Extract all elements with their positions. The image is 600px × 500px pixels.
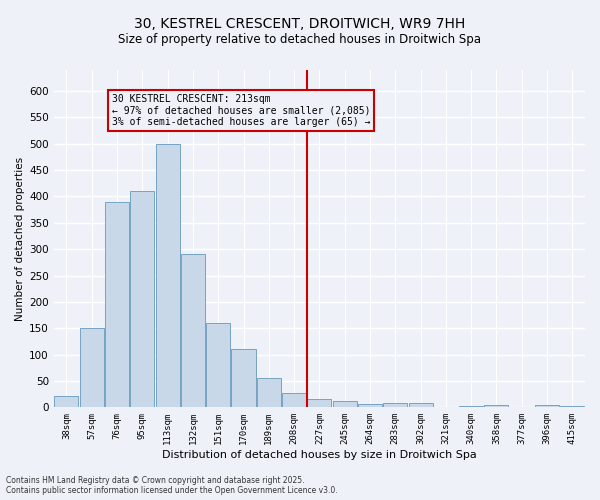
- Bar: [181, 254, 205, 408]
- Bar: [55, 396, 79, 407]
- Bar: [459, 406, 483, 408]
- Bar: [80, 328, 104, 407]
- Text: Contains HM Land Registry data © Crown copyright and database right 2025.
Contai: Contains HM Land Registry data © Crown c…: [6, 476, 338, 495]
- Bar: [560, 406, 584, 408]
- Bar: [307, 400, 331, 407]
- Y-axis label: Number of detached properties: Number of detached properties: [15, 156, 25, 320]
- Bar: [130, 191, 154, 408]
- Bar: [105, 202, 129, 408]
- Bar: [358, 404, 382, 407]
- Bar: [257, 378, 281, 408]
- Bar: [206, 323, 230, 407]
- Bar: [155, 144, 179, 407]
- Text: 30, KESTREL CRESCENT, DROITWICH, WR9 7HH: 30, KESTREL CRESCENT, DROITWICH, WR9 7HH: [134, 18, 466, 32]
- X-axis label: Distribution of detached houses by size in Droitwich Spa: Distribution of detached houses by size …: [162, 450, 477, 460]
- Bar: [332, 401, 357, 407]
- Bar: [383, 403, 407, 407]
- Bar: [232, 350, 256, 408]
- Text: Size of property relative to detached houses in Droitwich Spa: Size of property relative to detached ho…: [119, 32, 482, 46]
- Bar: [282, 392, 306, 407]
- Bar: [484, 405, 508, 407]
- Bar: [535, 405, 559, 407]
- Bar: [409, 403, 433, 407]
- Text: 30 KESTREL CRESCENT: 213sqm
← 97% of detached houses are smaller (2,085)
3% of s: 30 KESTREL CRESCENT: 213sqm ← 97% of det…: [112, 94, 370, 127]
